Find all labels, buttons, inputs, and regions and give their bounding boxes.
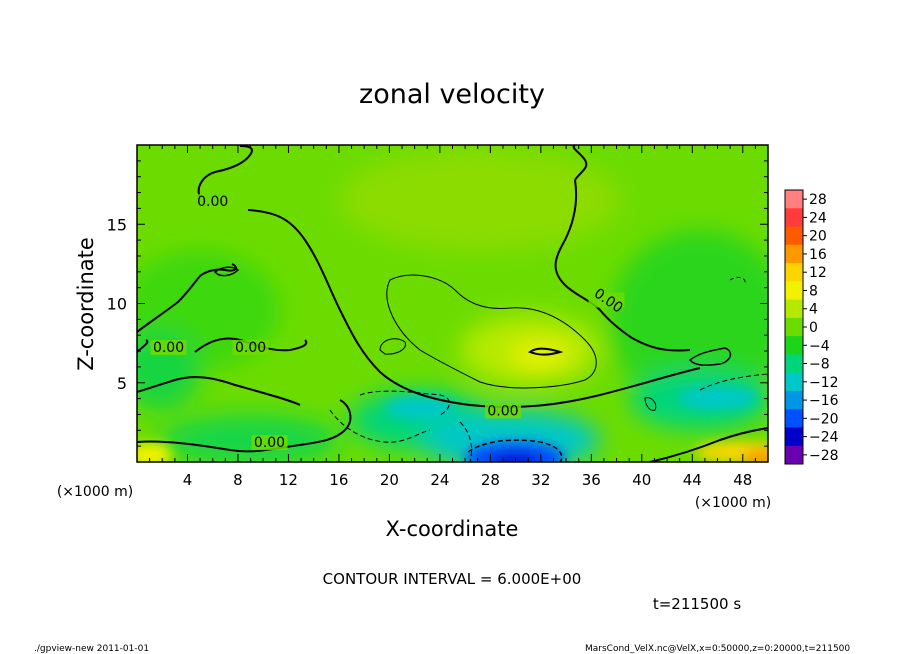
colorbar-segment — [785, 427, 803, 447]
colorbar-label: 4 — [809, 302, 818, 318]
contour-label-bg — [251, 435, 288, 451]
time-text: t=211500 s — [653, 595, 741, 613]
colorbar-segment — [785, 226, 803, 246]
y-axis-label: Z-coordinate — [74, 237, 98, 371]
contour-labels: 0.000.000.00 0.000.000.00 — [150, 194, 626, 451]
x-tick-label: 48 — [733, 471, 752, 489]
colorbar-segment — [785, 208, 803, 228]
y-axis: 5 10 15 — [107, 160, 768, 447]
contour-label: 0.00 — [235, 340, 266, 356]
x-tick-label: 36 — [582, 471, 601, 489]
y-tick-label: 5 — [117, 374, 127, 393]
x-tick-label: 16 — [329, 471, 348, 489]
contour-label-bg — [484, 403, 521, 419]
colorbar-segment — [785, 263, 803, 282]
x-tick-label: 4 — [183, 471, 193, 489]
colorbar-segment — [785, 244, 803, 264]
colorbar-segment — [785, 317, 803, 337]
x-tick-label: 20 — [380, 471, 399, 489]
y-tick-label: 15 — [107, 215, 127, 234]
colorbar-label: 24 — [809, 210, 827, 226]
contour-label: 0.00 — [487, 403, 518, 419]
colorbar-label: 8 — [809, 283, 818, 299]
colorbar-label: −4 — [809, 338, 830, 354]
colorbar-segment — [785, 281, 803, 301]
colorbar-label: −20 — [809, 411, 839, 427]
heatmap-field — [137, 145, 768, 462]
colorbar-label: 20 — [809, 229, 827, 245]
colorbar: 28 24 20 16 12 8 4 0 −4 −8 −12 −16 −20 −24 −28 — [784, 189, 839, 465]
contour-label-bg — [232, 340, 269, 356]
x-tick-label: 12 — [279, 471, 298, 489]
x-unit-left: (×1000 m) — [57, 484, 133, 500]
colorbar-label: −24 — [809, 430, 839, 446]
colorbar-label: 0 — [809, 320, 818, 336]
footer-right: MarsCond_VelX.nc@VelX,x=0:50000,z=0:2000… — [585, 644, 850, 654]
colorbar-segment — [785, 390, 803, 410]
colorbar-segment — [785, 299, 803, 319]
colorbar-segment — [785, 354, 803, 374]
x-tick-label: 32 — [531, 471, 550, 489]
colorbar-segment — [785, 445, 803, 465]
colorbar-segment — [785, 336, 803, 355]
contour-interval-text: CONTOUR INTERVAL = 6.000E+00 — [323, 570, 582, 588]
contour-label-bg — [194, 194, 231, 210]
x-axis: 4 8 12 16 20 24 28 32 36 40 44 48 — [149, 145, 756, 489]
x-tick-label: 24 — [430, 471, 449, 489]
colorbar-label: −28 — [809, 448, 839, 464]
colorbar-label: 28 — [809, 192, 827, 208]
colorbar-label: 16 — [809, 247, 827, 263]
colorbar-segment — [785, 409, 803, 428]
contour-label-bg — [150, 340, 187, 356]
x-tick-label: 44 — [683, 471, 702, 489]
colorbar-segment — [785, 190, 803, 209]
contour-label: 0.00 — [153, 340, 184, 356]
x-unit-right: (×1000 m) — [695, 495, 771, 511]
colorbar-segment — [785, 372, 803, 392]
x-tick-label: 28 — [481, 471, 500, 489]
x-tick-label: 8 — [233, 471, 243, 489]
contour-label: 0.00 — [197, 194, 228, 210]
colorbar-label: −12 — [809, 375, 839, 391]
contour-label-bg — [588, 292, 625, 308]
x-axis-label: X-coordinate — [386, 517, 519, 541]
footer-left: ./gpview-new 2011-01-01 — [34, 644, 149, 654]
colorbar-label: 12 — [809, 265, 827, 281]
y-tick-label: 10 — [107, 295, 127, 314]
x-tick-label: 40 — [632, 471, 651, 489]
chart-title: zonal velocity — [359, 79, 545, 110]
contour-label: 0.00 — [254, 435, 285, 451]
colorbar-label: −8 — [809, 357, 830, 373]
colorbar-label: −16 — [809, 393, 839, 409]
